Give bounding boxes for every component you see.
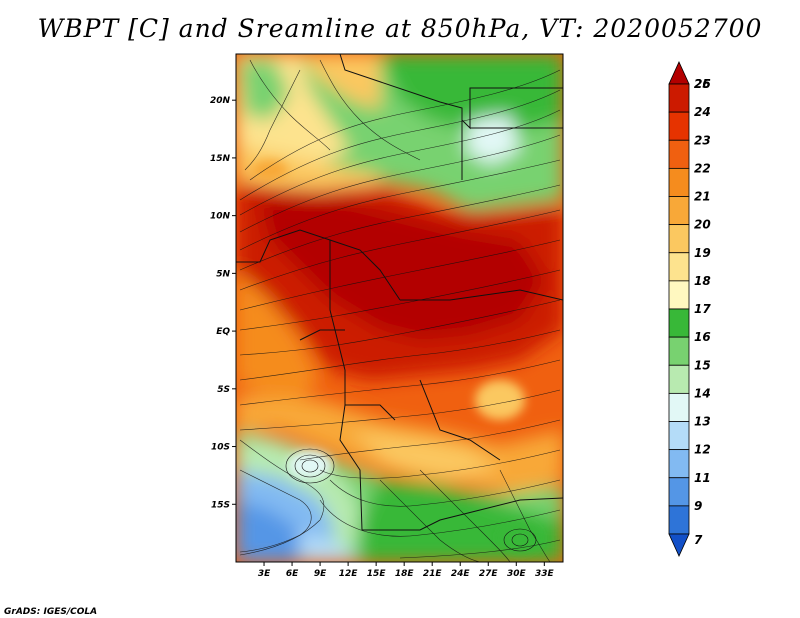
colorbar-label: 16 [694, 330, 711, 344]
colorbar-swatch [668, 111, 690, 141]
lon-tick-label: 27E [479, 569, 499, 579]
colorbar-label: 26 [694, 77, 711, 91]
lon-tick-label: 6E [286, 569, 299, 579]
colorbar-label: 24 [694, 105, 711, 119]
colorbar-swatch [668, 167, 690, 197]
colorbar-swatch [668, 196, 690, 226]
colorbar-swatch [668, 392, 690, 422]
colorbar-swatch [668, 252, 690, 282]
wbpt-shaded-field [236, 54, 563, 562]
lat-tick-label: 10N [210, 212, 231, 222]
lon-tick-label: 33E [535, 569, 555, 579]
colorbar-label: 19 [694, 246, 711, 260]
colorbar-swatch [668, 533, 690, 557]
colorbar-swatch [668, 308, 690, 338]
colorbar-swatch [668, 364, 690, 394]
longitude-axis: 3E 6E 9E 12E 15E 18E 21E 24E 27E 30E 33E [258, 562, 555, 579]
lon-tick-label: 3E [258, 569, 271, 579]
lon-tick-label: 21E [423, 569, 443, 579]
colorbar-label: 13 [694, 415, 711, 429]
lon-tick-label: 24E [451, 569, 471, 579]
lat-tick-label: 10S [211, 443, 230, 453]
colorbar-label: 15 [694, 358, 711, 372]
colorbar-label: 25 [694, 77, 711, 91]
colorbar-label: 18 [694, 274, 711, 288]
colorbar-label: 17 [694, 302, 711, 316]
colorbar-label: 23 [694, 133, 711, 147]
lon-tick-label: 9E [314, 569, 327, 579]
colorbar-label: 20 [694, 218, 711, 232]
colorbar-swatch [668, 421, 690, 451]
colorbar-label: 9 [694, 499, 702, 513]
colorbar-swatch [668, 83, 690, 113]
streamlines [239, 59, 561, 562]
colorbar-swatch [668, 280, 690, 310]
colorbar-label: 14 [694, 386, 711, 400]
colorbar-label: 21 [694, 190, 711, 204]
lon-tick-label: 15E [367, 569, 387, 579]
colorbar-swatch [668, 224, 690, 254]
lon-tick-label: 18E [395, 569, 415, 579]
colorbar-swatch [668, 139, 690, 169]
lat-tick-label: EQ [216, 327, 230, 337]
colorbar-label: 11 [694, 471, 711, 485]
lat-tick-label: 15S [211, 500, 230, 510]
colorbar-swatch [668, 336, 690, 366]
lat-tick-label: 15N [210, 154, 231, 164]
colorbar-label: 22 [694, 161, 711, 175]
colorbar-label: 7 [694, 533, 703, 547]
lat-tick-label: 5N [216, 269, 230, 279]
colorbar-swatch [668, 61, 690, 85]
colorbar-label: 12 [694, 443, 711, 457]
grads-credit: GrADS: IGES/COLA [4, 607, 97, 617]
map-title: WBPT [C] and Sreamline at 850hPa, VT: 20… [37, 14, 763, 43]
colorbar-swatch [668, 505, 690, 535]
latitude-axis: 20N 15N 10N 5N EQ 5S 10S 15S [210, 96, 236, 510]
colorbar-swatch [668, 449, 690, 479]
map-frame [235, 53, 564, 563]
cyclonic-circulation [285, 448, 537, 552]
lon-tick-label: 30E [507, 569, 527, 579]
colorbar-swatch [668, 477, 690, 507]
lon-tick-label: 12E [339, 569, 359, 579]
lat-tick-label: 5S [217, 385, 230, 395]
country-borders [236, 54, 563, 531]
lat-tick-label: 20N [210, 96, 231, 106]
